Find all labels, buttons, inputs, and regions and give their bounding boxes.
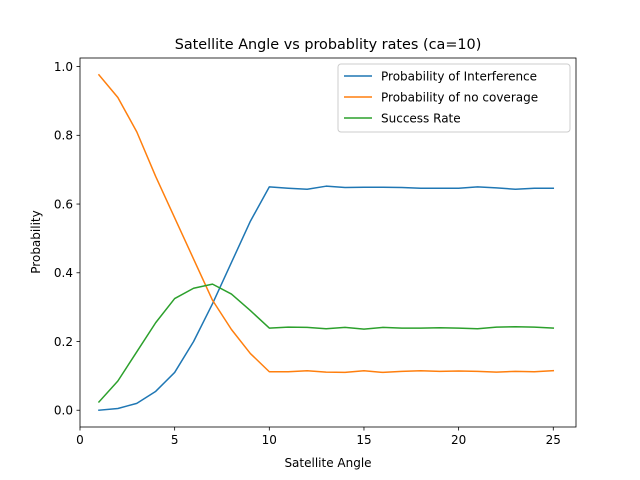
y-tick-label: 0.2 bbox=[54, 335, 73, 349]
x-tick-label: 0 bbox=[76, 433, 84, 447]
legend-label: Probability of Interference bbox=[381, 69, 537, 83]
legend-label: Probability of no coverage bbox=[381, 90, 538, 104]
x-tick-label: 15 bbox=[356, 433, 371, 447]
x-tick-label: 10 bbox=[262, 433, 277, 447]
plot-area: 0 5 10 15 20 25 0.0 0.2 0.4 0.6 0.8 1.0 Probability … bbox=[54, 57, 577, 447]
y-tick-label: 0.8 bbox=[54, 129, 73, 143]
y-tick-label: 1.0 bbox=[54, 60, 73, 74]
series-line-2 bbox=[97, 283, 555, 404]
x-tick-label: 5 bbox=[171, 433, 179, 447]
x-tick-label: 20 bbox=[451, 433, 466, 447]
y-axis-label: Probability bbox=[29, 210, 43, 273]
legend-label: Success Rate bbox=[381, 111, 461, 125]
y-tick-label: 0.0 bbox=[54, 404, 73, 418]
chart-title: Satellite Angle vs probablity rates (ca=… bbox=[175, 37, 482, 53]
axes-frame bbox=[79, 57, 577, 428]
x-axis-label: Satellite Angle bbox=[284, 456, 371, 470]
x-tick-label: 25 bbox=[546, 433, 561, 447]
series-line-1 bbox=[97, 73, 555, 374]
legend-box bbox=[337, 63, 571, 133]
y-tick-label: 0.6 bbox=[54, 197, 73, 211]
y-tick-label: 0.4 bbox=[54, 266, 73, 280]
series-line-0 bbox=[98, 185, 555, 412]
